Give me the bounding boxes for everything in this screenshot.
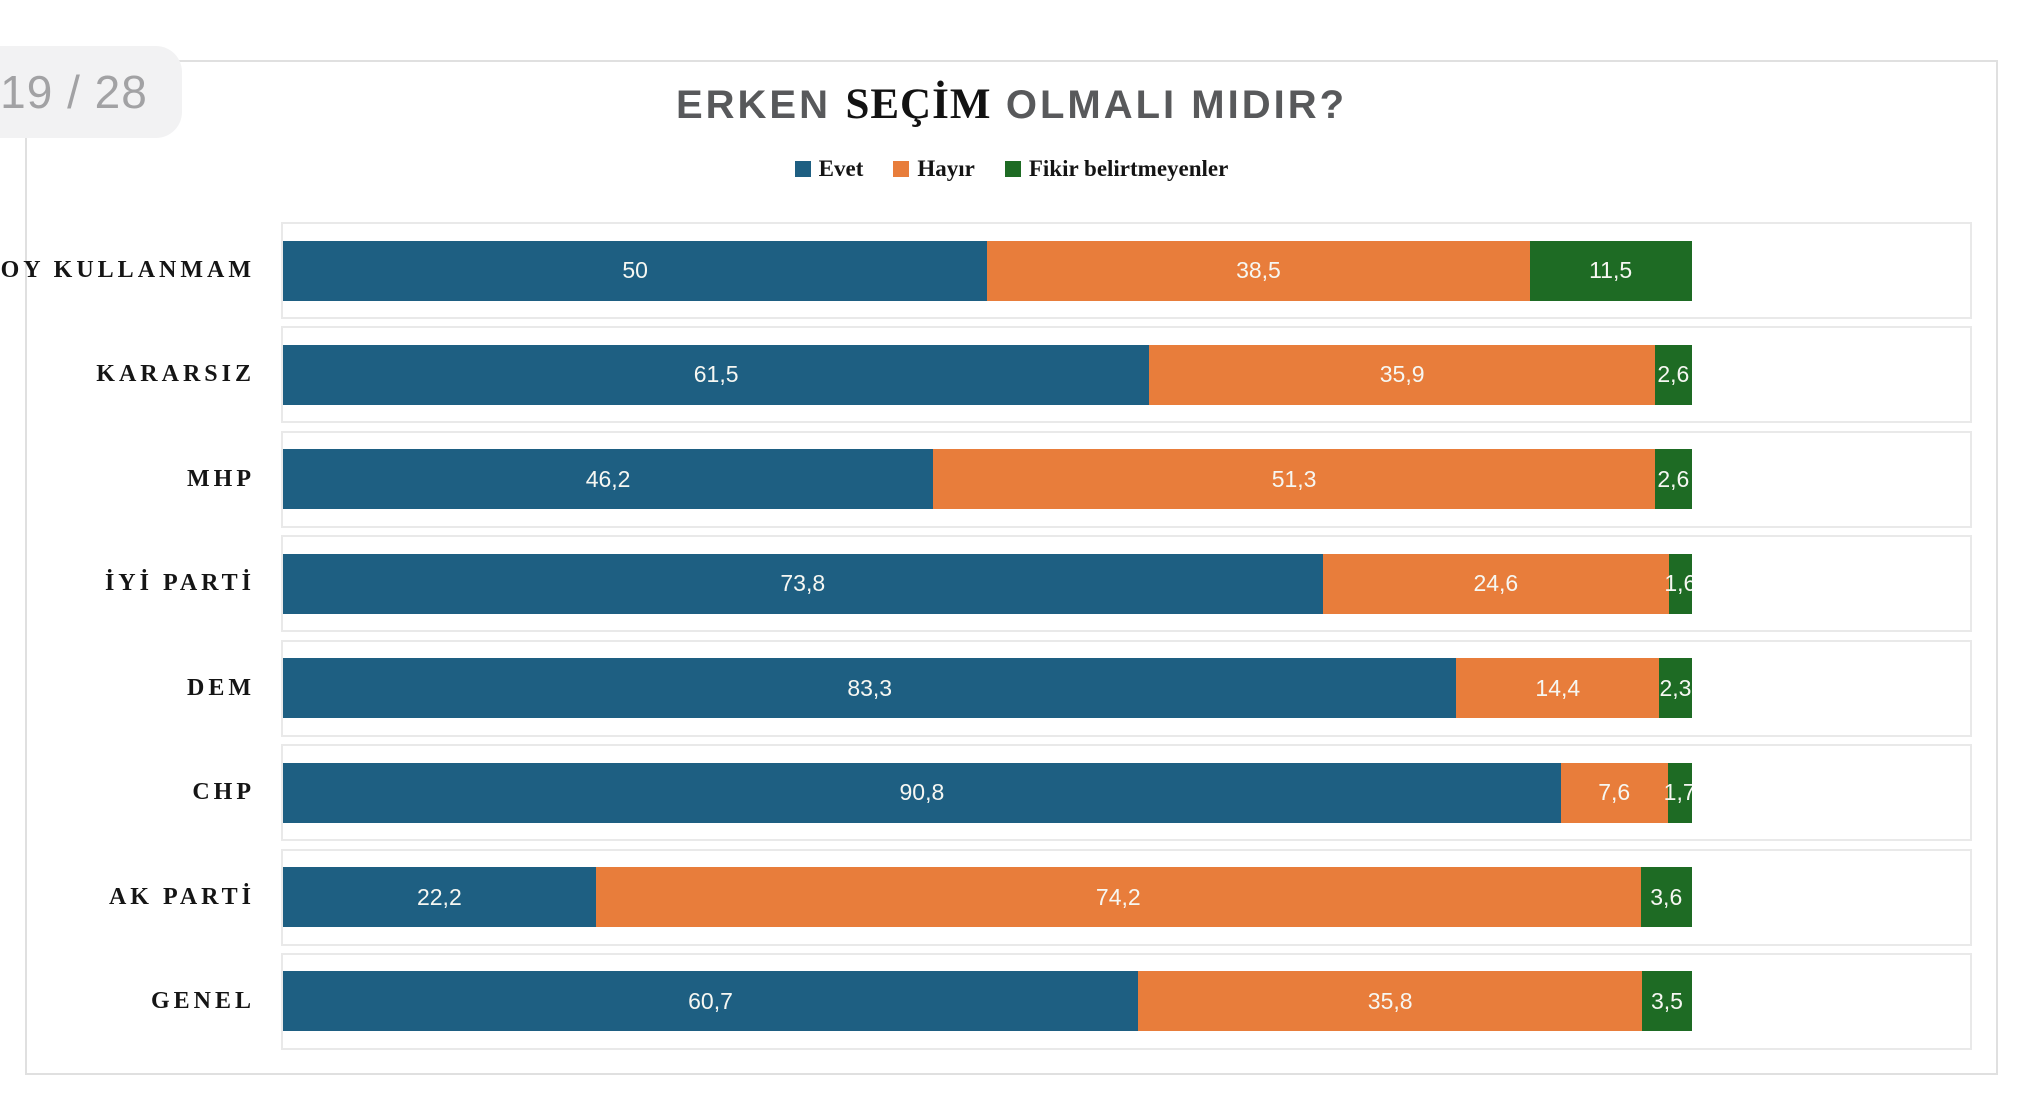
legend-swatch-evet [794, 161, 811, 177]
bar-segment-hayır: 38,5 [987, 240, 1530, 301]
chart-row: AK PARTİ 22,2 74,2 3,6 [27, 848, 1972, 946]
plot-band: 90,8 7,6 1,7 [281, 744, 1972, 842]
value-label: 61,5 [693, 361, 739, 388]
category-label: CHP [192, 779, 255, 806]
value-label: 50 [622, 257, 648, 283]
value-label: 83,3 [847, 674, 893, 701]
bar-segment-hayır: 24,6 [1322, 553, 1670, 614]
plot-band: 73,8 24,6 1,6 [281, 535, 1972, 633]
plot-band: 61,5 35,9 2,6 [281, 326, 1972, 424]
bar-segment-hayır: 14,4 [1456, 658, 1660, 719]
bar-segment-fikir-belirtmeyenler: 1,6 [1664, 553, 1692, 614]
bar-segment-evet: 61,5 [283, 344, 1150, 405]
value-label: 46,2 [585, 465, 631, 492]
legend-label-hayir: Hayır [917, 156, 975, 181]
value-label: 2,6 [1657, 361, 1690, 388]
bar-segment-hayır: 74,2 [595, 867, 1641, 928]
bar-segment-fikir-belirtmeyenler: 2,6 [1655, 344, 1692, 405]
bar-segment-evet: 73,8 [283, 553, 1323, 614]
value-label: 74,2 [1095, 883, 1141, 910]
chart-row: GENEL 60,7 35,8 3,5 [27, 952, 1972, 1050]
chart-card: ERKEN SEÇİM OLMALI MIDIR? Evet Hayır Fik… [0, 60, 1998, 1075]
chart-title: ERKEN SEÇİM OLMALI MIDIR? [27, 80, 1996, 129]
value-label: 3,6 [1650, 883, 1683, 910]
bar-track: 73,8 24,6 1,6 [283, 553, 1692, 614]
bar-segment-fikir-belirtmeyenler: 2,6 [1655, 449, 1692, 510]
bar-segment-fikir-belirtmeyenler: 1,7 [1664, 762, 1692, 823]
category-label: GENEL [150, 987, 255, 1014]
bar-segment-fikir-belirtmeyenler: 2,3 [1659, 658, 1692, 719]
chart-row: OY KULLANMAM 50 38,5 11,5 [0, 222, 1972, 319]
bar-segment-fikir-belirtmeyenler: 3,6 [1640, 867, 1692, 928]
bar-segment-fikir-belirtmeyenler: 3,5 [1642, 971, 1692, 1032]
value-label: 38,5 [1236, 257, 1281, 283]
value-label: 90,8 [899, 779, 945, 806]
bar-segment-hayır: 7,6 [1560, 762, 1668, 823]
title-part-2: SEÇİM [845, 81, 992, 128]
value-label: 35,8 [1367, 987, 1413, 1014]
bar-track: 90,8 7,6 1,7 [283, 762, 1692, 823]
value-label: 1,7 [1663, 779, 1692, 806]
bar-segment-evet: 90,8 [283, 762, 1561, 823]
bar-segment-evet: 60,7 [283, 971, 1139, 1032]
plot-band: 50 38,5 11,5 [281, 222, 1972, 319]
category-label: AK PARTİ [108, 883, 255, 910]
legend-swatch-fikir-belirtmeyenler [1004, 161, 1021, 177]
legend-label-fikir-belirtmeyenler: Fikir belirtmeyenler [1028, 156, 1229, 181]
category-label: KARARSIZ [96, 361, 255, 388]
category-label: MHP [187, 465, 255, 492]
value-label: 14,4 [1535, 674, 1581, 701]
plot-band: 22,2 74,2 3,6 [281, 848, 1972, 946]
legend-swatch-hayir [893, 161, 910, 177]
bar-segment-evet: 83,3 [283, 658, 1457, 719]
chart-row: DEM 83,3 14,4 2,3 [27, 639, 1972, 737]
page-counter-label: 19 / 28 [0, 66, 148, 118]
plot-band: 60,7 35,8 3,5 [281, 952, 1972, 1050]
bar-track: 61,5 35,9 2,6 [283, 344, 1692, 405]
bar-segment-evet: 46,2 [283, 449, 934, 510]
title-part-3: OLMALI MIDIR? [1005, 83, 1348, 127]
bar-segment-hayır: 51,3 [933, 449, 1656, 510]
value-label: 60,7 [688, 987, 733, 1014]
bar-segment-hayır: 35,8 [1138, 971, 1643, 1032]
value-label: 35,9 [1379, 361, 1425, 388]
plot-band: 83,3 14,4 2,3 [281, 639, 1972, 737]
legend-item-evet: Evet [794, 156, 864, 182]
plot-band: 46,2 51,3 2,6 [281, 430, 1972, 528]
title-part-1: ERKEN [675, 83, 831, 127]
bar-track: 83,3 14,4 2,3 [283, 658, 1692, 719]
category-label: OY KULLANMAM [0, 257, 255, 283]
value-label: 7,6 [1598, 779, 1631, 806]
bar-segment-evet: 22,2 [283, 867, 596, 928]
value-label: 2,6 [1657, 465, 1690, 492]
value-label: 1,6 [1664, 570, 1692, 597]
bar-track: 22,2 74,2 3,6 [283, 867, 1692, 928]
bar-track: 46,2 51,3 2,6 [283, 449, 1692, 510]
chart-row: İYİ PARTİ 73,8 24,6 1,6 [27, 535, 1972, 633]
value-label: 73,8 [780, 570, 826, 597]
category-label: İYİ PARTİ [104, 570, 255, 597]
bar-track: 50 38,5 11,5 [283, 240, 1692, 301]
chart-row: KARARSIZ 61,5 35,9 2,6 [27, 326, 1972, 424]
page-counter-badge: 19 / 28 [0, 46, 182, 138]
chart-row: MHP 46,2 51,3 2,6 [27, 430, 1972, 528]
value-label: 2,3 [1659, 674, 1692, 701]
value-label: 24,6 [1473, 570, 1519, 597]
value-label: 3,5 [1650, 987, 1683, 1014]
bar-track: 60,7 35,8 3,5 [283, 971, 1692, 1032]
bar-segment-fikir-belirtmeyenler: 11,5 [1529, 240, 1692, 301]
bar-rows: OY KULLANMAM 50 38,5 11,5 KARARSIZ 61,5 35,9 2,… [0, 222, 1972, 1050]
chart-legend: Evet Hayır Fikir belirtmeyenler [27, 156, 1996, 182]
legend-item-fikir-belirtmeyenler: Fikir belirtmeyenler [1004, 156, 1229, 182]
legend-label-evet: Evet [818, 156, 864, 181]
value-label: 11,5 [1589, 257, 1633, 283]
category-label: DEM [187, 674, 255, 701]
chart-row: CHP 90,8 7,6 1,7 [27, 744, 1972, 842]
value-label: 51,3 [1271, 465, 1317, 492]
bar-segment-hayır: 35,9 [1149, 344, 1655, 405]
value-label: 22,2 [416, 883, 462, 910]
bar-segment-evet: 50 [283, 240, 988, 301]
legend-item-hayir: Hayır [893, 156, 975, 182]
